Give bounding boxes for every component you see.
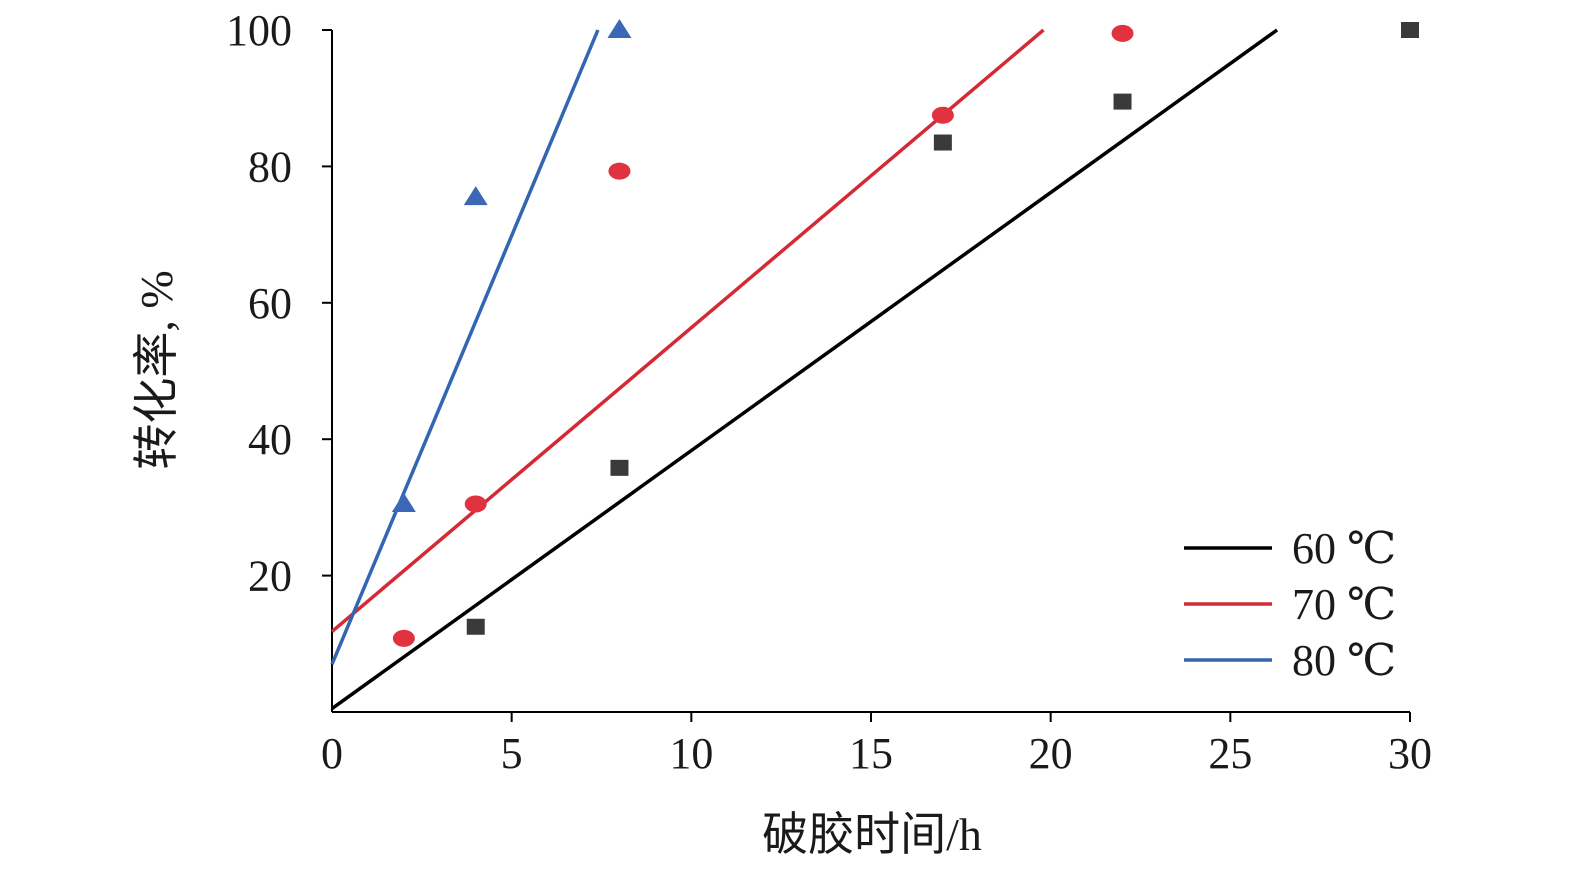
y-axis-title: 转化率, % [131, 270, 182, 469]
legend-label-series-0: 60 ℃ [1292, 524, 1396, 573]
y-tick-label: 100 [226, 6, 292, 55]
x-tick-label: 5 [501, 729, 523, 778]
data-point-square [933, 134, 952, 151]
x-tick-label: 25 [1208, 729, 1252, 778]
data-point-square [466, 618, 485, 635]
y-tick-label: 60 [248, 279, 292, 328]
data-point-circle [608, 162, 631, 180]
data-point-circle [464, 495, 487, 513]
data-point-square [1113, 93, 1132, 110]
x-tick-label: 20 [1029, 729, 1073, 778]
y-tick-label: 80 [248, 142, 292, 191]
legend-label-series-1: 70 ℃ [1292, 580, 1396, 629]
y-tick-label: 20 [248, 552, 292, 601]
x-tick-label: 30 [1388, 729, 1432, 778]
y-tick-label: 40 [248, 415, 292, 464]
legend-label-series-2: 80 ℃ [1292, 636, 1396, 685]
data-point-square [1401, 22, 1419, 38]
data-point-triangle [391, 492, 416, 512]
fit-line-series-1 [330, 28, 1045, 633]
x-tick-label: 10 [669, 729, 713, 778]
data-point-triangle [463, 186, 488, 206]
data-point-circle [1111, 24, 1134, 42]
data-point-circle [931, 106, 954, 124]
fit-lines [330, 28, 1279, 711]
fit-line-series-2 [330, 29, 600, 665]
x-axis-title: 破胶时间/h [762, 809, 982, 860]
axis-ticks: 0 5 10 15 20 25 30 20 40 60 80 100 [226, 6, 1432, 778]
plot-area: 0 5 10 15 20 25 30 20 40 60 80 100 [226, 6, 1432, 778]
fit-line-series-0 [330, 28, 1279, 711]
x-tick-label: 0 [321, 729, 343, 778]
data-point-circle [392, 629, 415, 647]
data-point-square [610, 459, 629, 476]
legend: 60 ℃ 70 ℃ 80 ℃ [1184, 524, 1396, 685]
data-points [391, 19, 1419, 647]
x-tick-label: 15 [849, 729, 893, 778]
data-point-triangle [607, 19, 632, 38]
